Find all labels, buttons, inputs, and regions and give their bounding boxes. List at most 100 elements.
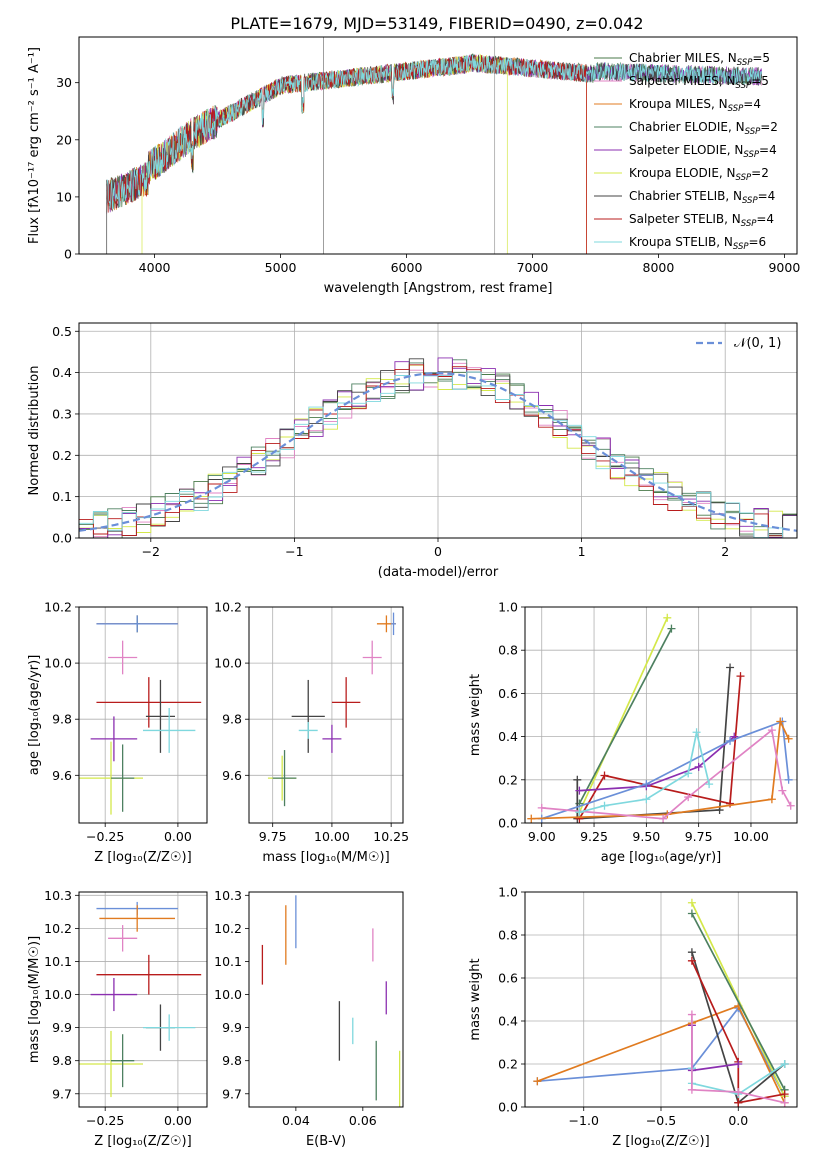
weight-marker xyxy=(705,780,714,789)
y-tick-label: 9.6 xyxy=(222,768,242,783)
y-tick-label: 10 xyxy=(56,189,72,204)
weight-line xyxy=(541,728,792,820)
x-tick-label: 0.00 xyxy=(164,829,192,844)
y-tick-label: 0.5 xyxy=(52,324,72,339)
legend-label: Salpeter MILES, NSSP=5 xyxy=(629,74,769,91)
histogram-step xyxy=(79,357,797,538)
legend-label: Chabrier STELIB, NSSP=4 xyxy=(629,189,775,206)
x-tick-label: 9.25 xyxy=(580,829,608,844)
x-tick-label: 8000 xyxy=(643,260,675,275)
x-tick-label: −0.25 xyxy=(86,1113,124,1128)
y-tick-label: 0 xyxy=(64,247,72,262)
weight-line xyxy=(537,1006,786,1097)
y-axis-label: Flux [fλ10⁻¹⁷ erg cm⁻² s⁻¹ A⁻¹] xyxy=(27,47,42,244)
x-tick-label: −1 xyxy=(285,544,303,559)
y-tick-label: 10.0 xyxy=(44,656,72,671)
y-tick-label: 10.2 xyxy=(44,600,72,615)
y-axis-label: mass weight xyxy=(468,958,483,1040)
x-axis-label: (data-model)/error xyxy=(378,565,499,580)
legend-subscript: SSP xyxy=(733,242,749,252)
legend-label: Kroupa ELODIE, NSSP=2 xyxy=(629,166,769,183)
weight-marker xyxy=(537,803,546,812)
y-tick-label: 10.1 xyxy=(214,954,242,969)
x-tick-label: 10.00 xyxy=(733,829,769,844)
y-tick-label: 10.0 xyxy=(214,987,242,1002)
weight-marker xyxy=(642,780,651,789)
legend-label: Chabrier MILES, NSSP=5 xyxy=(629,51,770,68)
legend-suffix: =4 xyxy=(743,97,761,111)
x-axis-label: mass [log₁₀(M/M☉)] xyxy=(262,850,389,865)
y-tick-label: 0.4 xyxy=(498,1014,518,1029)
legend-suffix: =5 xyxy=(752,51,770,65)
weight-marker xyxy=(659,814,668,823)
y-tick-label: 10.2 xyxy=(44,921,72,936)
weight-line xyxy=(537,1004,786,1104)
x-tick-label: 0.0 xyxy=(728,1113,748,1128)
y-tick-label: 0.3 xyxy=(52,406,72,421)
weight-marker xyxy=(692,728,701,737)
y-axis-label: Normed distribution xyxy=(27,366,42,496)
panel-4: 9.00 9.25 9.50 9.75 10.00 0.0 0.2 0.4 0.6 0.8 1.0 a… xyxy=(468,600,798,865)
x-axis-label: E(B-V) xyxy=(306,1134,346,1149)
y-tick-label: 10.3 xyxy=(214,888,242,903)
plot-area xyxy=(79,357,797,538)
legend-suffix: =2 xyxy=(751,166,769,180)
weight-line xyxy=(579,735,735,792)
weight-marker xyxy=(734,1098,743,1107)
y-tick-label: 0.1 xyxy=(52,489,72,504)
weight-line xyxy=(578,617,669,813)
y-tick-label: 9.7 xyxy=(52,1086,72,1101)
weight-line xyxy=(531,718,790,820)
weight-marker xyxy=(734,1060,743,1068)
y-tick-label: 9.6 xyxy=(52,768,72,783)
weight-marker xyxy=(780,1060,789,1068)
weight-marker xyxy=(684,769,693,778)
weight-marker xyxy=(784,775,793,784)
y-tick-label: 0.0 xyxy=(52,531,72,546)
weight-marker xyxy=(784,734,793,743)
y-tick-label: 9.7 xyxy=(222,1086,242,1101)
normal-curve xyxy=(79,371,797,532)
plot-area xyxy=(79,615,202,815)
y-tick-label: 9.9 xyxy=(52,1020,72,1035)
weight-marker xyxy=(687,909,696,918)
plot-area xyxy=(533,898,789,1107)
weight-marker xyxy=(778,786,787,795)
y-tick-label: 0.2 xyxy=(52,448,72,463)
weight-line xyxy=(691,960,785,1104)
weight-line xyxy=(579,732,710,814)
x-tick-label: 10.00 xyxy=(314,829,350,844)
weight-line xyxy=(578,628,673,804)
plot-area xyxy=(106,37,763,254)
axes-frame xyxy=(78,606,208,824)
y-tick-label: 0.2 xyxy=(498,772,518,787)
y-tick-label: 1.0 xyxy=(498,600,518,615)
panel-0: 4000 5000 6000 7000 8000 9000 0 10 20 30 wavelengt… xyxy=(27,36,800,296)
x-tick-label: 9.50 xyxy=(632,829,660,844)
x-tick-label: 1 xyxy=(578,544,586,559)
weight-marker xyxy=(600,771,609,780)
y-axis-label: mass [log₁₀(M/M☉)] xyxy=(27,936,42,1063)
axes-frame xyxy=(248,606,404,824)
plot-area xyxy=(267,612,396,807)
axes-frame xyxy=(78,322,798,539)
weight-marker xyxy=(667,624,676,633)
x-tick-label: −0.5 xyxy=(646,1113,676,1128)
histogram-step xyxy=(79,371,797,538)
axes-frame xyxy=(248,891,404,1108)
y-tick-label: 0.6 xyxy=(498,686,518,701)
legend-suffix: =2 xyxy=(760,120,778,134)
weight-marker xyxy=(687,1010,696,1019)
panel-2: −0.25 0.00 9.6 9.8 10.0 10.2 Z [log₁₀(Z/Z☉)] ag… xyxy=(27,600,208,865)
panel-5: −0.25 0.00 9.7 9.8 9.9 10.0 10.1 10.2 10.3 Z [log… xyxy=(27,888,208,1149)
y-tick-label: 1.0 xyxy=(498,885,518,900)
legend-suffix: =4 xyxy=(759,143,777,157)
y-tick-label: 9.9 xyxy=(222,1020,242,1035)
panel-7: −1.0 −0.5 0.0 0.0 0.2 0.4 0.6 0.8 1.0 Z [log₁₀(Z/… xyxy=(468,885,798,1149)
x-tick-label: 2 xyxy=(721,544,729,559)
plot-area xyxy=(261,895,401,1107)
y-tick-label: 9.8 xyxy=(52,1053,72,1068)
legend-subscript: SSP xyxy=(741,219,757,229)
weight-marker xyxy=(527,814,536,823)
y-tick-label: 9.8 xyxy=(222,1053,242,1068)
